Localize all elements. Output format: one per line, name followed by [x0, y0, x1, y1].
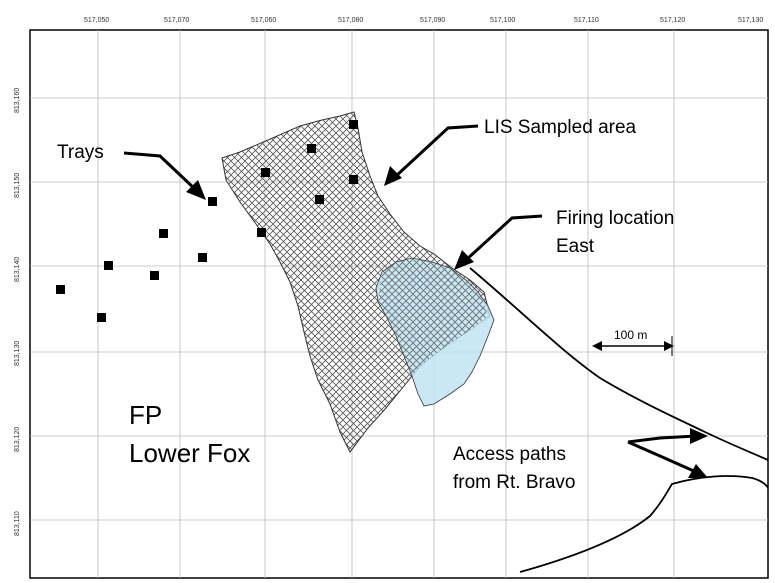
- y-tick-label: 813,150: [14, 173, 21, 198]
- x-tick-label: 517,110: [574, 17, 599, 24]
- access-paths-label: Access paths: [453, 444, 566, 465]
- y-tick-label: 813,140: [14, 257, 21, 282]
- tray-marker: [349, 175, 358, 184]
- x-tick-labels-top: 517,050 517,060 517,070 517,080 517,090 …: [84, 17, 763, 24]
- y-tick-label: 813,110: [14, 511, 21, 536]
- tray-marker: [257, 228, 266, 237]
- x-tick-label: 517,080: [338, 17, 363, 24]
- tray-marker: [198, 253, 207, 262]
- y-tick-label: 813,130: [14, 341, 21, 366]
- fp-label: FP: [129, 400, 162, 430]
- firing-overlap-hatch: [378, 258, 488, 376]
- grid: [30, 30, 768, 578]
- tray-marker: [307, 144, 316, 153]
- firing-location-label: Firing location: [556, 208, 674, 229]
- scale-bar-label: 100 m: [614, 328, 647, 342]
- access-paths: [469, 267, 769, 573]
- x-tick-label: 517,050: [84, 17, 109, 24]
- annotation-arrows: [123, 124, 697, 474]
- tray-marker: [208, 197, 217, 206]
- x-tick-label: 517,060: [251, 17, 276, 24]
- tray-marker: [56, 285, 65, 294]
- firing-location-label-line2: East: [556, 236, 595, 257]
- x-tick-label: 517,130: [738, 17, 763, 24]
- trays-label: Trays: [57, 142, 104, 163]
- x-tick-label: 517,090: [420, 17, 445, 24]
- tray-marker: [104, 261, 113, 270]
- tray-marker: [261, 168, 270, 177]
- x-tick-label: 517,100: [490, 17, 515, 24]
- tray-markers: [56, 120, 358, 322]
- lower-fox-label: Lower Fox: [129, 438, 250, 468]
- x-tick-label: 517,070: [164, 17, 189, 24]
- scale-bar: 100 m: [592, 328, 674, 356]
- tray-marker: [159, 229, 168, 238]
- x-tick-label: 517,120: [660, 17, 685, 24]
- tray-marker: [315, 195, 324, 204]
- y-tick-label: 813,160: [14, 88, 21, 113]
- y-tick-label: 813,120: [14, 427, 21, 452]
- tray-marker: [349, 120, 358, 129]
- lis-sampled-area-label: LIS Sampled area: [484, 117, 637, 138]
- tray-marker: [150, 271, 159, 280]
- tray-marker: [97, 313, 106, 322]
- arrow-heads: [186, 166, 708, 478]
- y-tick-labels-left: 813,160 813,150 813,140 813,130 813,120 …: [14, 88, 21, 536]
- access-paths-label-line2: from Rt. Bravo: [453, 472, 575, 493]
